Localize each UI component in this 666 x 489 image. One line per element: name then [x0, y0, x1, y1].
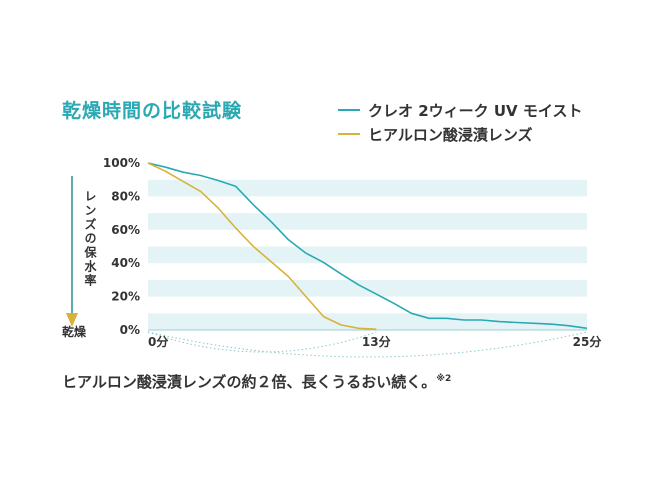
- y-tick-label: 80%: [111, 189, 140, 203]
- interval-arc-long: [147, 331, 588, 358]
- legend-item-1: クレオ 2ウィーク UV モイスト: [338, 98, 582, 122]
- arrow-down-icon: [66, 313, 78, 327]
- legend-label-1: クレオ 2ウィーク UV モイスト: [368, 101, 583, 120]
- chart-title: 乾燥時間の比較試験: [62, 100, 243, 122]
- caption: ヒアルロン酸浸漬レンズの約２倍、長くうるおい続く。※2: [62, 371, 451, 392]
- legend: クレオ 2ウィーク UV モイスト ヒアルロン酸浸漬レンズ: [338, 98, 582, 146]
- x-tick-label: 25分: [573, 334, 602, 349]
- y-tick-label: 0%: [120, 323, 140, 337]
- series-line-2: [147, 162, 377, 330]
- grid-band: [148, 313, 587, 330]
- legend-item-2: ヒアルロン酸浸漬レンズ: [338, 122, 582, 146]
- y-tick-label: 100%: [103, 156, 140, 170]
- grid-band: [148, 279, 587, 297]
- series-line-1: [147, 162, 588, 330]
- y-tick-label: 20%: [111, 290, 140, 304]
- legend-label-2: ヒアルロン酸浸漬レンズ: [368, 125, 533, 144]
- caption-note: ※2: [436, 374, 452, 384]
- grid-band: [148, 246, 587, 264]
- y-axis-bottom-label: 乾燥: [62, 324, 87, 339]
- grid-band: [148, 213, 587, 230]
- interval-arc-short: [147, 331, 377, 353]
- grid-band: [148, 179, 587, 197]
- legend-swatch-1: [338, 109, 360, 111]
- y-tick-label: 60%: [111, 223, 140, 237]
- x-tick-label: 13分: [362, 334, 391, 349]
- y-axis-label: レンズの保水率: [83, 190, 97, 288]
- legend-swatch-2: [338, 133, 360, 135]
- y-tick-label: 40%: [111, 256, 140, 270]
- x-tick-label: 0分: [148, 334, 168, 349]
- caption-text: ヒアルロン酸浸漬レンズの約２倍、長くうるおい続く。: [62, 373, 437, 391]
